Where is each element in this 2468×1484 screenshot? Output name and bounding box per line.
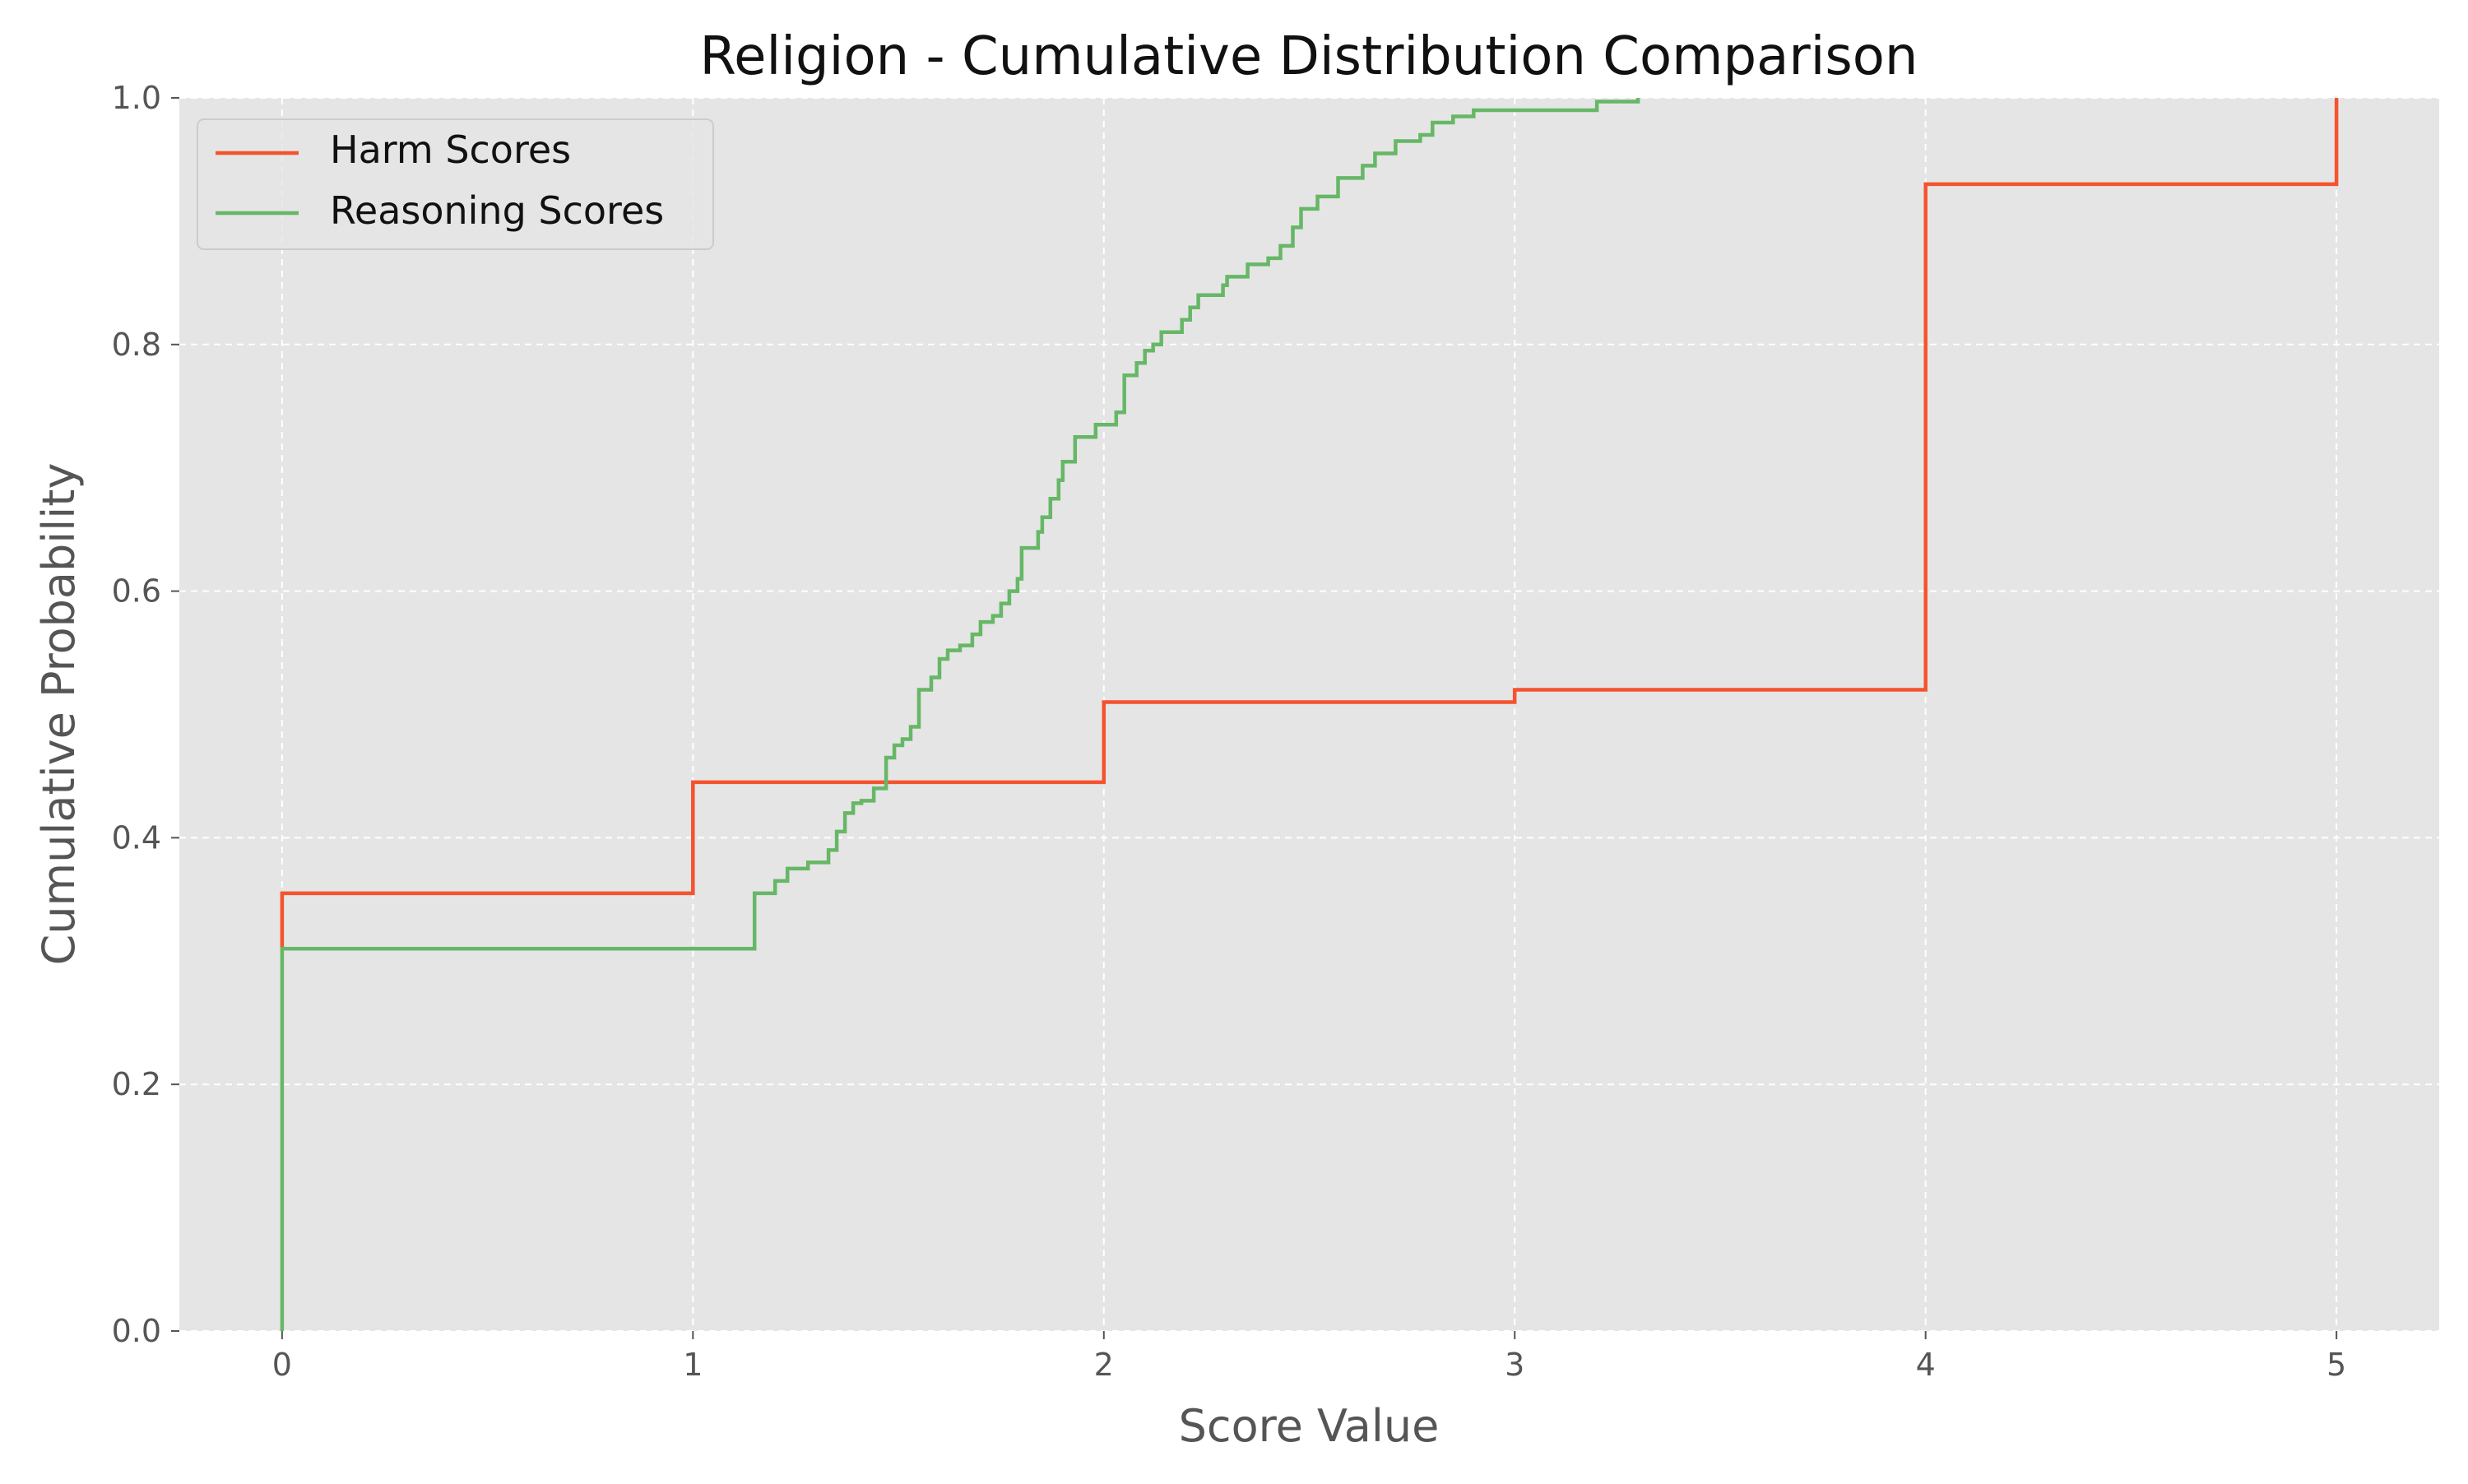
x-axis-ticks: 0 1 2 3 4 5 — [272, 1331, 2346, 1383]
y-tick-label: 1.0 — [112, 80, 161, 116]
plot-area — [179, 98, 2439, 1331]
y-axis-ticks: 0.0 0.2 0.4 0.6 0.8 1.0 — [112, 80, 179, 1349]
series-lines — [280, 98, 2339, 1331]
x-tick-label: 3 — [1505, 1347, 1524, 1383]
x-tick-label: 0 — [272, 1347, 292, 1383]
legend: Harm Scores Reasoning Scores — [197, 118, 714, 250]
series-line-harm-scores — [280, 98, 2339, 949]
x-tick-label: 1 — [683, 1347, 703, 1383]
y-tick-label: 0.2 — [112, 1066, 161, 1102]
y-tick-label: 0.6 — [112, 573, 161, 610]
x-tick-label: 2 — [1094, 1347, 1114, 1383]
legend-label-reasoning: Reasoning Scores — [330, 188, 664, 233]
legend-box — [197, 118, 714, 250]
x-axis-label: Score Value — [1179, 1400, 1440, 1452]
series-line-reasoning-scores — [280, 98, 1640, 1331]
chart-title: Religion - Cumulative Distribution Compa… — [700, 26, 1918, 87]
y-tick-label: 0.4 — [112, 819, 161, 856]
y-axis-label: Cumulative Probability — [33, 463, 85, 966]
x-tick-label: 5 — [2327, 1347, 2346, 1383]
legend-label-harm: Harm Scores — [330, 128, 571, 172]
x-tick-label: 4 — [1916, 1347, 1936, 1383]
y-tick-label: 0.8 — [112, 327, 161, 363]
y-tick-label: 0.0 — [112, 1313, 161, 1349]
